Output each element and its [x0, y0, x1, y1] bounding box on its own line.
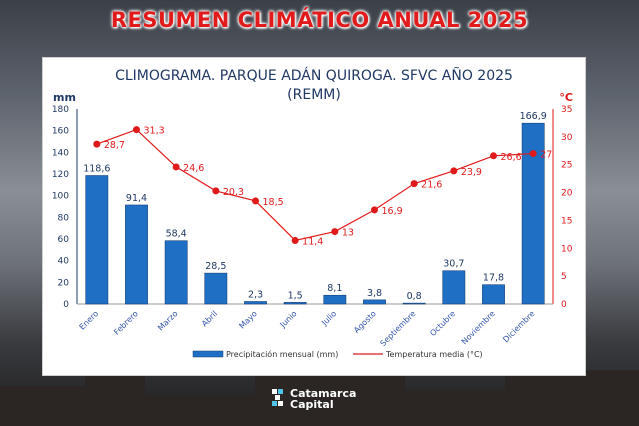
precip-data-label: 8,1	[327, 283, 342, 294]
temperature-line	[96, 128, 534, 242]
temperature-data-label: 31,3	[144, 126, 165, 137]
right-axis-unit: °C	[559, 91, 573, 104]
temperature-point	[371, 206, 378, 214]
right-tick-label: 10	[561, 244, 573, 254]
left-tick-label: 180	[52, 105, 69, 115]
right-tick-label: 0	[561, 300, 567, 310]
precip-bar	[323, 294, 347, 305]
chart-subtitle: (REMM)	[287, 87, 341, 103]
temperature-point	[410, 180, 418, 188]
precip-bar	[125, 204, 148, 305]
legend-swatch-precip	[192, 350, 224, 358]
precip-data-label: 28,5	[205, 261, 226, 272]
precip-data-label: 118,6	[83, 164, 110, 175]
temperature-point	[291, 236, 299, 244]
chart-panel: CLIMOGRAMA. PARQUE ADÁN QUIROGA. SFVC AÑ…	[42, 57, 586, 376]
right-tick-label: 35	[561, 105, 572, 115]
precip-data-label: 58,4	[166, 229, 187, 240]
precip-bar	[402, 302, 426, 305]
x-tick-label: Enero	[78, 309, 101, 332]
legend-label-temp: Temperatura media (°C)	[385, 350, 483, 359]
precip-data-label: 166,9	[520, 111, 547, 122]
temperature-data-label: 27	[540, 150, 552, 161]
precip-data-label: 30,7	[443, 259, 464, 270]
precip-bar	[482, 284, 505, 305]
plot-area: 0 20 40 60 80 100 120 140 160 180 0 5 10 15 20 25 30 35 11…	[52, 105, 573, 359]
catamarca-capital-logo: Catamarca Capital	[272, 386, 372, 416]
precip-data-label: 3,8	[367, 288, 382, 299]
precip-data-label: 0,8	[407, 291, 422, 302]
temperature-point	[172, 163, 180, 171]
temperature-point	[331, 228, 339, 236]
left-tick-label: 60	[58, 235, 70, 245]
city-silhouette	[400, 390, 510, 426]
logo-text-line1: Catamarca	[290, 387, 357, 400]
precip-bar	[164, 240, 188, 305]
right-tick-label: 25	[561, 161, 572, 171]
x-tick-label: Julio	[319, 309, 338, 328]
x-tick-label: Mayo	[237, 309, 259, 331]
temperature-data-label: 23,9	[461, 167, 482, 178]
right-tick-label: 20	[561, 189, 573, 199]
chart-title: CLIMOGRAMA. PARQUE ADÁN QUIROGA. SFVC AÑ…	[115, 67, 513, 84]
x-tick-label: Octubre	[428, 309, 457, 338]
city-silhouette	[85, 368, 145, 426]
x-tick-label: Febrero	[112, 309, 140, 337]
x-tick-label: Junio	[278, 309, 299, 330]
climograph-chart: CLIMOGRAMA. PARQUE ADÁN QUIROGA. SFVC AÑ…	[52, 67, 573, 359]
left-tick-label: 120	[52, 170, 69, 180]
temperature-data-label: 24,6	[183, 163, 204, 174]
temperature-data-label: 28,7	[104, 140, 125, 151]
temperature-point	[212, 187, 220, 195]
left-tick-label: 140	[52, 148, 69, 158]
city-silhouette	[0, 386, 90, 426]
right-tick-label: 15	[561, 216, 572, 226]
left-axis-unit: mm	[53, 91, 76, 104]
precip-bar	[85, 175, 109, 305]
temperature-data-label: 16,9	[382, 206, 403, 217]
temperature-data-label: 21,6	[421, 180, 442, 191]
right-tick-label: 30	[561, 133, 573, 143]
precip-bar	[442, 270, 466, 305]
logo-text-line2: Capital	[290, 398, 334, 411]
left-tick-label: 100	[52, 192, 69, 202]
x-tick-label: Noviembre	[460, 309, 497, 346]
temperature-point	[93, 140, 101, 148]
x-tick-label: Septiembre	[379, 309, 418, 348]
precip-data-label: 1,5	[288, 290, 303, 301]
x-tick-label: Abril	[200, 309, 219, 328]
precip-data-label: 2,3	[248, 290, 263, 301]
precip-bar	[363, 299, 386, 305]
temperature-data-label: 13	[342, 228, 354, 239]
temperature-data-label: 11,4	[302, 236, 323, 247]
precip-bar	[283, 302, 307, 305]
logo-mark-icon	[272, 389, 283, 406]
x-tick-label: Marzo	[156, 309, 180, 333]
legend-label-precip: Precipitación mensual (mm)	[226, 349, 338, 359]
temperature-point	[529, 150, 537, 158]
left-tick-label: 40	[58, 257, 70, 267]
temperature-point	[450, 167, 458, 175]
temperature-data-label: 26,6	[501, 152, 522, 163]
x-tick-label: Agosto	[352, 309, 378, 335]
temperature-point	[133, 126, 140, 134]
temperature-point	[252, 197, 259, 205]
temperature-data-label: 20,3	[223, 187, 244, 198]
precip-bar	[521, 122, 545, 305]
city-silhouette	[140, 396, 260, 426]
banner-title: RESUMEN CLIMÁTICO ANUAL 2025	[110, 8, 529, 32]
left-tick-label: 0	[63, 300, 69, 310]
left-tick-label: 160	[52, 127, 69, 137]
x-tick-label: Diciembre	[501, 309, 536, 344]
precip-bar	[244, 301, 267, 305]
left-tick-label: 20	[58, 278, 70, 288]
precip-data-label: 17,8	[483, 273, 504, 284]
city-silhouette	[505, 370, 639, 426]
precip-bar	[204, 272, 228, 305]
right-tick-label: 5	[561, 272, 567, 282]
left-tick-label: 80	[58, 213, 70, 223]
temperature-data-label: 18,5	[263, 197, 284, 208]
temperature-point	[490, 152, 497, 160]
precip-data-label: 91,4	[126, 193, 147, 204]
